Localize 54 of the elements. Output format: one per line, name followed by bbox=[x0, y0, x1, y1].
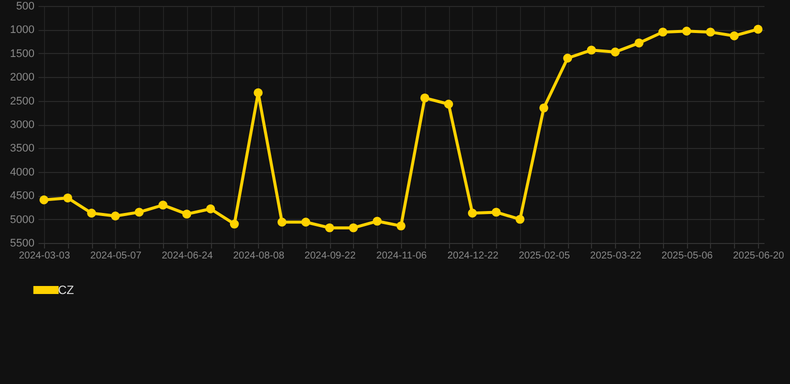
point bbox=[87, 208, 96, 218]
y-tick-label: 5000 bbox=[10, 214, 34, 226]
point bbox=[39, 195, 48, 204]
point bbox=[468, 208, 477, 218]
point bbox=[492, 208, 501, 217]
y-tick-label: 500 bbox=[16, 0, 34, 12]
y-tick-label: 2500 bbox=[10, 95, 34, 108]
x-tick-label: 2024-09-22 bbox=[304, 250, 356, 262]
point bbox=[301, 218, 310, 227]
x-tick-label: 2024-12-22 bbox=[447, 250, 499, 262]
x-tick-label: 2025-05-06 bbox=[662, 250, 714, 262]
point bbox=[444, 100, 454, 109]
x-tick-label: 2025-02-05 bbox=[518, 250, 570, 262]
x-tick-label: 2024-05-07 bbox=[90, 250, 142, 262]
point bbox=[610, 48, 620, 56]
point bbox=[396, 221, 406, 230]
point bbox=[730, 31, 739, 40]
point bbox=[586, 46, 596, 55]
point bbox=[230, 220, 239, 229]
y-tick-label: 2000 bbox=[10, 72, 34, 84]
point bbox=[563, 54, 572, 63]
point bbox=[278, 218, 286, 227]
point bbox=[516, 214, 524, 224]
point bbox=[682, 26, 692, 36]
y-tick-label: 3000 bbox=[10, 119, 34, 131]
x-tick-label: 2024-06-24 bbox=[162, 250, 214, 262]
y-tick-label: 4000 bbox=[10, 166, 34, 178]
legend-label: CZ bbox=[58, 283, 74, 297]
point bbox=[539, 103, 548, 112]
point bbox=[134, 208, 144, 217]
point bbox=[658, 28, 668, 37]
point bbox=[158, 200, 168, 210]
point bbox=[182, 210, 192, 219]
point bbox=[420, 93, 430, 102]
point bbox=[63, 194, 72, 202]
y-tick-label: 5500 bbox=[10, 238, 34, 250]
y-tick-label: 4500 bbox=[10, 190, 34, 202]
point bbox=[754, 24, 763, 34]
point bbox=[325, 223, 334, 232]
point bbox=[372, 216, 382, 226]
x-tick-label: 2025-06-20 bbox=[732, 250, 785, 262]
point bbox=[110, 212, 120, 220]
point bbox=[706, 28, 715, 37]
point bbox=[254, 88, 263, 98]
x-tick-label: 2024-11-06 bbox=[376, 250, 428, 262]
y-tick-label: 1000 bbox=[10, 24, 34, 36]
x-tick-label: 2025-03-22 bbox=[590, 250, 642, 262]
x-tick-label: 2024-03-03 bbox=[18, 250, 70, 262]
y-tick-label: 1500 bbox=[10, 48, 34, 60]
y-tick-label: 3500 bbox=[10, 142, 34, 155]
point bbox=[206, 204, 216, 214]
point bbox=[348, 223, 358, 232]
point bbox=[634, 38, 644, 48]
x-tick-label: 2024-08-08 bbox=[233, 250, 285, 262]
